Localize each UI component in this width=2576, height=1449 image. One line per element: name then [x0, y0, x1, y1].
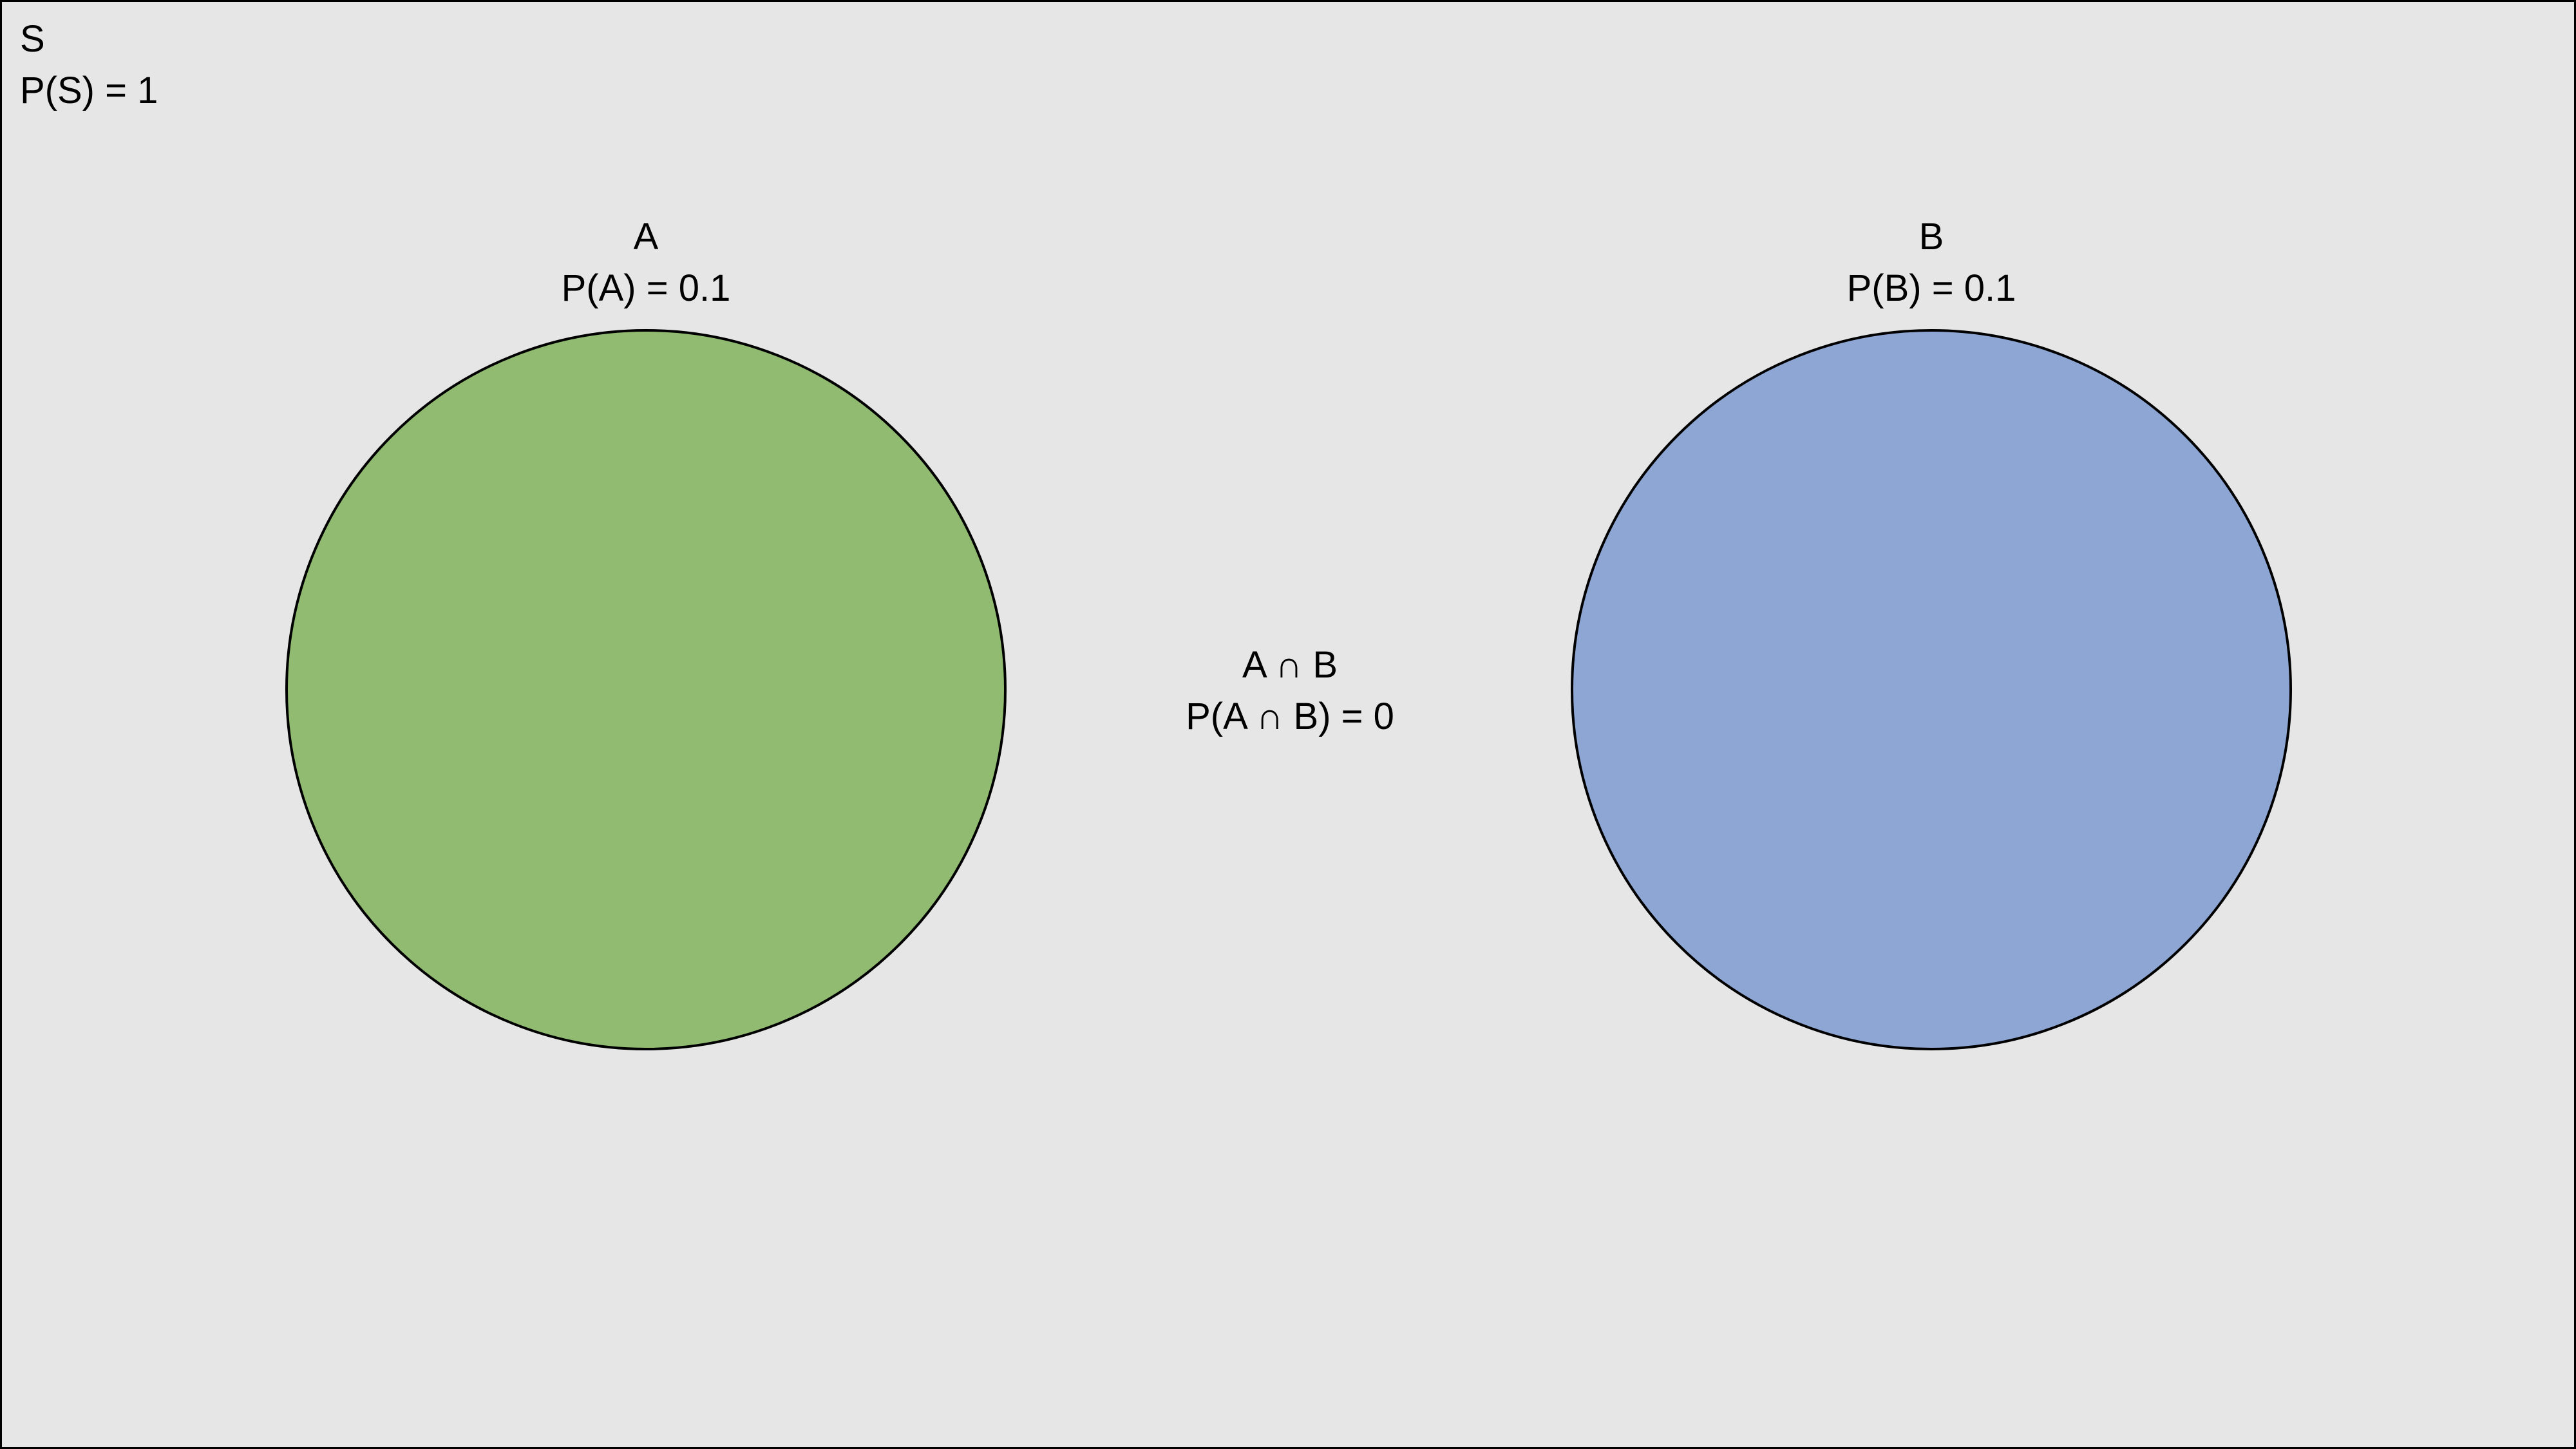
set-b-name: B	[1918, 216, 1944, 258]
set-a-name: A	[633, 216, 659, 258]
set-b-probability: P(B) = 0.1	[1846, 267, 2016, 309]
set-a-circle	[285, 329, 1007, 1050]
intersection-label: A ∩ B P(A ∩ B) = 0	[1065, 639, 1515, 743]
sample-space-name: S	[20, 18, 45, 60]
set-b-label: B P(B) = 0.1	[1706, 211, 2157, 314]
intersection-probability: P(A ∩ B) = 0	[1186, 696, 1394, 737]
set-b-circle	[1571, 329, 2292, 1050]
set-a-label: A P(A) = 0.1	[421, 211, 871, 314]
set-a-probability: P(A) = 0.1	[561, 267, 731, 309]
intersection-name: A ∩ B	[1242, 644, 1338, 686]
sample-space-label: S P(S) = 1	[20, 14, 158, 117]
sample-space-probability: P(S) = 1	[20, 70, 158, 111]
